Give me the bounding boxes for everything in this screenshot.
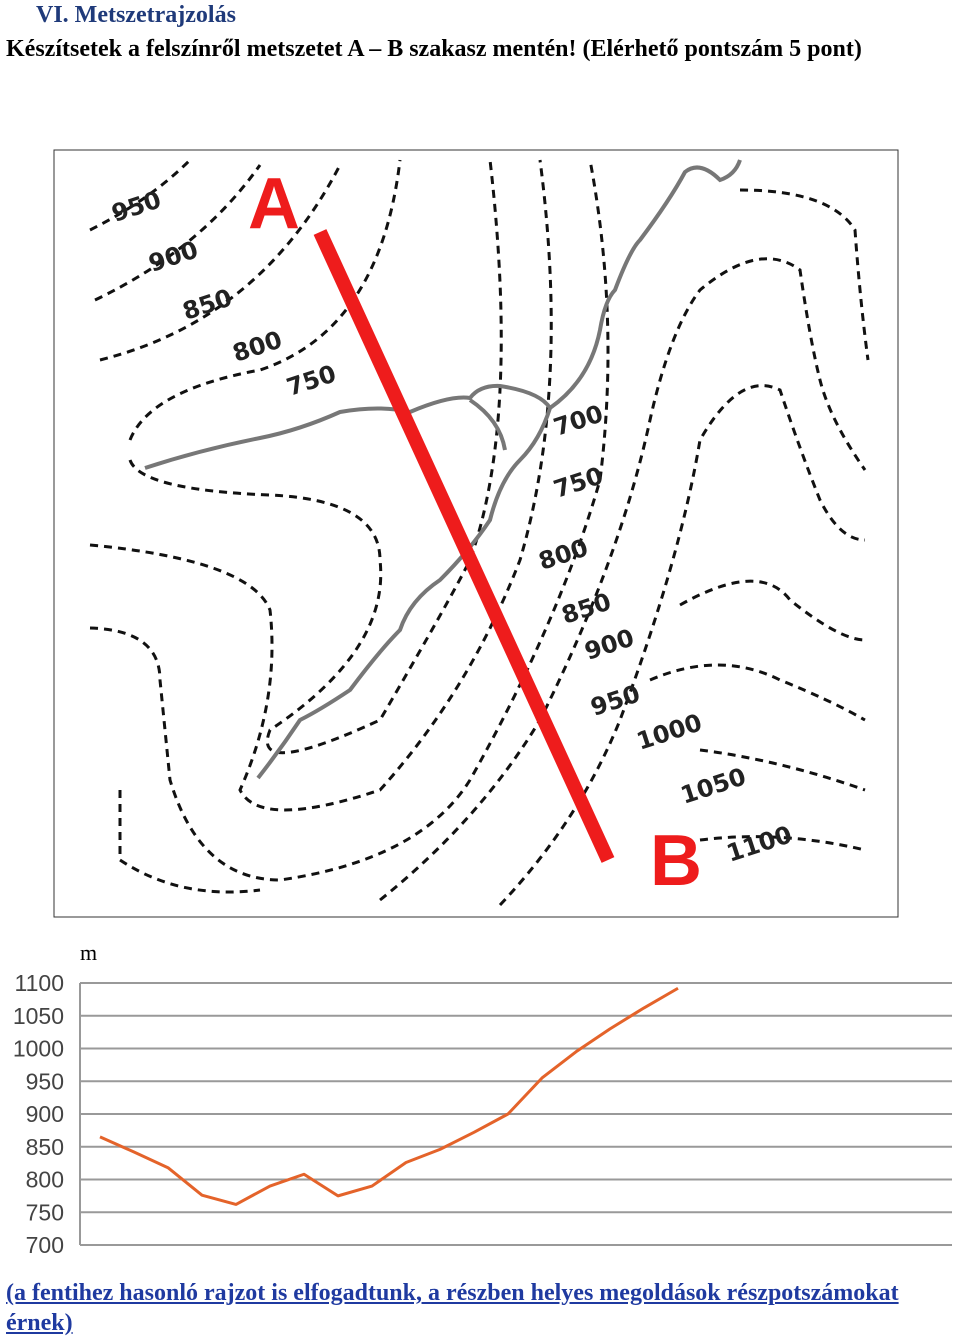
y-tick-label: 1100 <box>15 970 64 996</box>
section-line <box>313 229 615 863</box>
contour <box>649 663 866 722</box>
contour <box>89 158 192 232</box>
contour <box>99 164 342 362</box>
map: A B 950 900 850 800 750 700 750 800 850 … <box>53 149 899 918</box>
y-tick-label: 900 <box>26 1101 64 1127</box>
contour <box>128 159 503 755</box>
note: (a fentihez hasonló rajzot is elfogadtun… <box>6 1280 899 1336</box>
contour <box>498 384 866 907</box>
y-tick-label: 1050 <box>13 1003 64 1029</box>
y-tick-label: 1000 <box>13 1036 64 1062</box>
contour <box>94 164 262 302</box>
task-text: Készítsetek a felszínről metszetet A – B… <box>6 36 862 62</box>
point-b-label: B <box>650 821 702 901</box>
y-axis-label: m <box>80 940 97 965</box>
title: VI. Metszetrajzolás <box>36 2 236 28</box>
y-tick-label: 850 <box>26 1134 64 1160</box>
y-tick-label: 750 <box>26 1199 64 1225</box>
profile-line <box>99 986 679 1206</box>
map-frame <box>53 149 899 918</box>
y-tick-label: 950 <box>26 1068 64 1094</box>
y-tick-label: 700 <box>26 1232 64 1258</box>
contour <box>89 159 553 812</box>
contour <box>679 579 866 642</box>
contour <box>699 748 866 792</box>
point-a-label: A <box>248 164 300 244</box>
contour <box>128 159 402 441</box>
y-tick-label: 800 <box>26 1167 64 1193</box>
contour <box>699 188 870 852</box>
contour <box>118 257 867 902</box>
contour <box>89 159 610 882</box>
